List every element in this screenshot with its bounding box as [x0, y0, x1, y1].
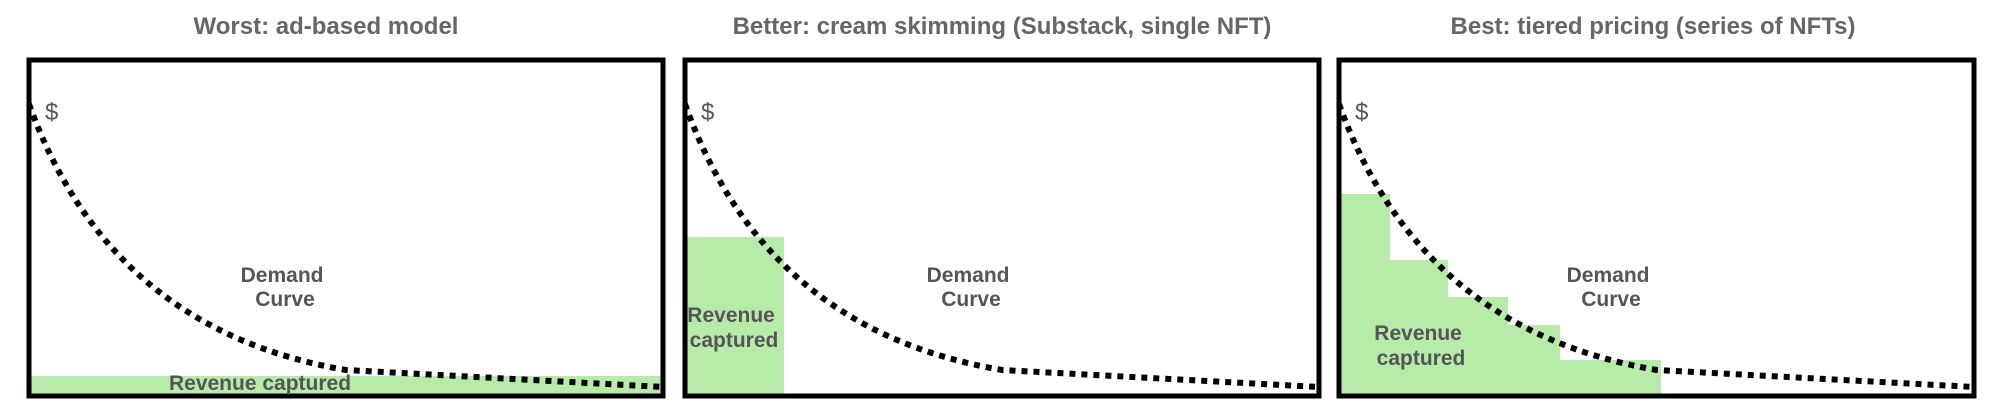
chart-frame — [1336, 57, 1977, 399]
revenue-captured-label: Revenue captured — [169, 372, 351, 395]
revenue-area — [685, 237, 784, 396]
demand-curve-label: Demand Curve — [1567, 264, 1656, 311]
dollar-axis-label: $ — [1355, 99, 1368, 126]
revenue-area — [1339, 194, 1661, 396]
panel-better: Better: cream skimming (Substack, single… — [682, 13, 1322, 399]
revenue-area — [29, 376, 663, 396]
demand-curve-label: Demand Curve — [241, 264, 330, 311]
revenue-captured-label: Revenue captured — [687, 304, 780, 352]
panel-title: Best: tiered pricing (series of NFTs) — [1451, 13, 1856, 40]
dollar-axis-label: $ — [701, 99, 714, 126]
chart-frame — [682, 57, 1322, 399]
revenue-captured-label: Revenue captured — [1374, 322, 1467, 370]
demand-curve-label: Demand Curve — [927, 264, 1016, 311]
demand-curve — [26, 102, 664, 390]
dollar-axis-label: $ — [45, 99, 58, 126]
chart-frame — [26, 57, 666, 399]
panel-best: Best: tiered pricing (series of NFTs) $ … — [1336, 13, 1977, 399]
panel-worst: Worst: ad-based model $ Demand Curve Rev… — [26, 13, 666, 399]
panel-title: Worst: ad-based model — [194, 13, 459, 40]
panel-title: Better: cream skimming (Substack, single… — [733, 13, 1272, 40]
